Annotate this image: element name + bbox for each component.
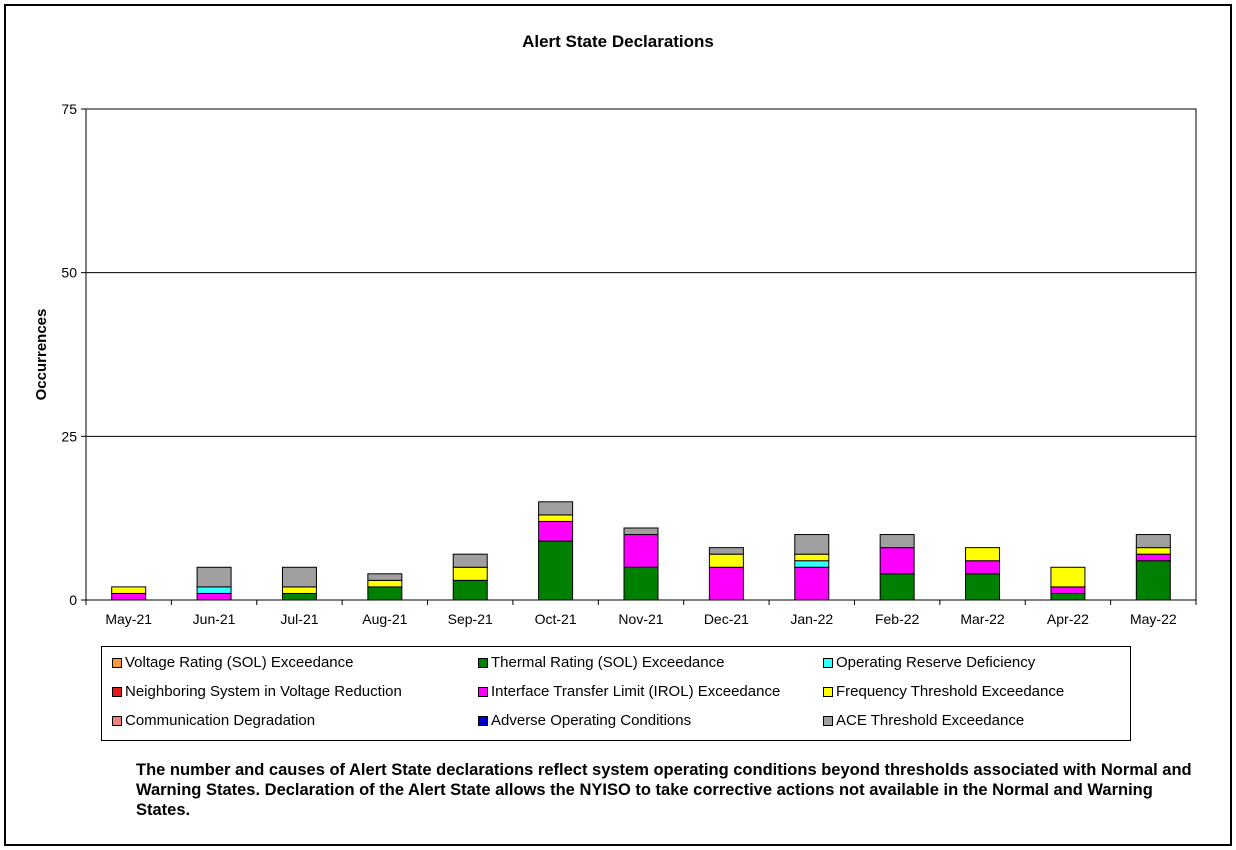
x-tick-label: May-21 (105, 611, 152, 627)
bar-segment (1050, 592, 1086, 601)
bar-segment (281, 586, 317, 594)
legend-swatch (823, 715, 833, 726)
y-tick-label: 75 (61, 101, 77, 117)
bar-segment (367, 586, 403, 601)
bar-segment (708, 547, 744, 555)
bar-segment (1135, 547, 1171, 555)
bar-segment (111, 592, 147, 601)
legend-item: Neighboring System in Voltage Reduction (112, 683, 402, 700)
chart-caption: The number and causes of Alert State dec… (136, 761, 1192, 819)
x-tick-label: Sep-21 (448, 611, 493, 627)
legend-swatch (823, 686, 833, 697)
x-tick-label: Dec-21 (704, 611, 749, 627)
x-tick-label: Jul-21 (280, 611, 318, 627)
bar-segment (708, 566, 744, 601)
bar-segment (1135, 553, 1171, 562)
bar-segment (794, 566, 830, 601)
bar-segment (794, 534, 830, 555)
bar-segment (623, 566, 659, 601)
legend-label: ACE Threshold Exceedance (836, 712, 1025, 729)
y-axis-label: Occurrences (33, 309, 50, 401)
bar-segment (196, 586, 232, 594)
bar-segment (794, 553, 830, 562)
bar-segment (452, 579, 488, 601)
bar-segment (1135, 534, 1171, 549)
bar-segment (1050, 586, 1086, 594)
bar-segment (538, 520, 574, 542)
bar-segment (281, 592, 317, 601)
legend-item: Communication Degradation (112, 712, 315, 729)
legend-label: Voltage Rating (SOL) Exceedance (125, 654, 354, 671)
legend-label: Frequency Threshold Exceedance (836, 683, 1065, 700)
plot-border (85, 108, 1197, 601)
legend-swatch (112, 657, 122, 668)
bar-segment (452, 566, 488, 581)
x-tick-label: Apr-22 (1047, 611, 1089, 627)
legend-swatch (478, 715, 488, 726)
bar-segment (794, 560, 830, 568)
legend-item: Adverse Operating Conditions (478, 712, 691, 729)
bar-segment (965, 573, 1001, 601)
bar-segment (1135, 560, 1171, 601)
bar-segment (367, 579, 403, 588)
plot-area: 0 25 50 75 Occurrences May-21 Jun-21 Jul-21 Aug-… (33, 101, 1197, 627)
legend-label: Communication Degradation (125, 712, 316, 729)
legend-item: Frequency Threshold Exceedance (823, 683, 1064, 700)
bar-segment (623, 534, 659, 568)
bar-segment (879, 573, 915, 601)
bar-segment (538, 501, 574, 516)
legend-swatch (478, 657, 488, 668)
legend-item: Operating Reserve Deficiency (823, 654, 1035, 671)
legend-item: ACE Threshold Exceedance (823, 712, 1024, 729)
legend-swatch (112, 715, 122, 726)
bar-segment (965, 560, 1001, 575)
x-tick-label: Aug-21 (362, 611, 407, 627)
y-tick-label: 0 (69, 592, 77, 608)
bar-segment (196, 592, 232, 601)
legend-label: Interface Transfer Limit (IROL) Exceedan… (491, 683, 781, 700)
bar-segment (879, 547, 915, 575)
bar-segment (196, 566, 232, 588)
legend-label: Adverse Operating Conditions (491, 712, 692, 729)
x-tick-label: May-22 (1130, 611, 1177, 627)
chart-frame: Alert State Declarations 0 25 50 75 Occurren… (4, 4, 1232, 846)
legend-swatch (112, 686, 122, 697)
bar-segment (452, 553, 488, 568)
bar-segment (879, 534, 915, 549)
legend-swatch (478, 686, 488, 697)
legend-item: Thermal Rating (SOL) Exceedance (478, 654, 724, 671)
legend-label: Neighboring System in Voltage Reduction (125, 683, 402, 700)
bar-segment (367, 573, 403, 581)
x-tick-label: Nov-21 (618, 611, 663, 627)
x-tick-label: Jan-22 (790, 611, 833, 627)
bar-segment (708, 553, 744, 568)
y-tick-label: 50 (61, 265, 77, 281)
x-tick-label: Mar-22 (960, 611, 1005, 627)
bar-segment (538, 514, 574, 522)
legend-label: Operating Reserve Deficiency (836, 654, 1036, 671)
legend-item: Voltage Rating (SOL) Exceedance (112, 654, 353, 671)
bar-segment (281, 566, 317, 588)
chart-title: Alert State Declarations (522, 32, 714, 51)
bar-segment (538, 540, 574, 601)
legend: Voltage Rating (SOL) Exceedance Thermal R… (101, 646, 1131, 741)
bar-segment (111, 586, 147, 594)
y-tick-label: 25 (61, 428, 77, 444)
bar-segment (623, 527, 659, 536)
x-tick-label: Oct-21 (535, 611, 577, 627)
legend-label: Thermal Rating (SOL) Exceedance (491, 654, 725, 671)
x-tick-label: Feb-22 (875, 611, 920, 627)
legend-swatch (823, 657, 833, 668)
legend-item: Interface Transfer Limit (IROL) Exceedan… (478, 683, 780, 700)
bar-segment (965, 547, 1001, 562)
bar-segment (1050, 566, 1086, 588)
x-tick-label: Jun-21 (193, 611, 236, 627)
